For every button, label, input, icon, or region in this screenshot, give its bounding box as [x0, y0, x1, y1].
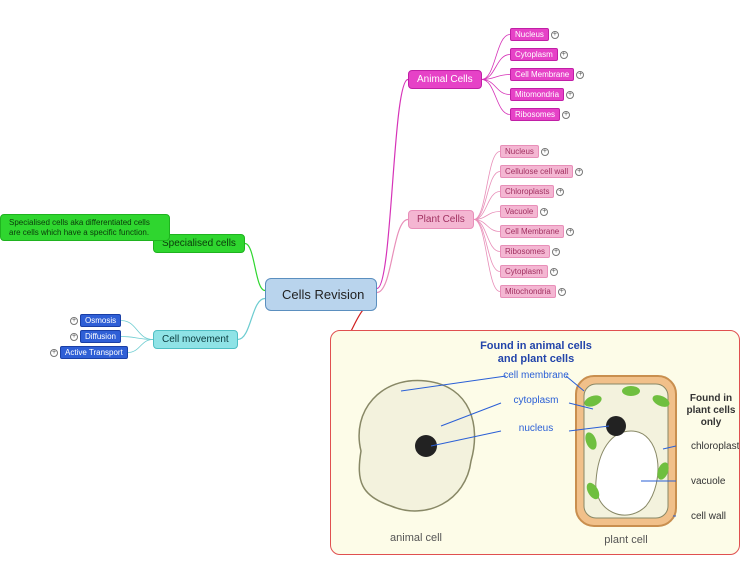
- leaf-node[interactable]: Cellulose cell wall+: [500, 165, 573, 178]
- leaf-node[interactable]: Cell Membrane+: [500, 225, 564, 238]
- biology-diagram: Found in animal cellsand plant cells cell…: [330, 330, 740, 555]
- svg-text:and plant cells: and plant cells: [498, 353, 574, 365]
- svg-text:Found in: Found in: [690, 393, 732, 404]
- svg-text:cell membrane: cell membrane: [503, 370, 569, 381]
- expand-icon[interactable]: +: [50, 349, 58, 357]
- leaf-node[interactable]: Vacuole+: [500, 205, 538, 218]
- svg-text:plant cell: plant cell: [604, 534, 647, 546]
- expand-icon[interactable]: +: [552, 248, 560, 256]
- leaf-node[interactable]: Ribosomes+: [510, 108, 560, 121]
- expand-icon[interactable]: +: [566, 228, 574, 236]
- svg-text:Found in animal cells: Found in animal cells: [480, 340, 592, 352]
- expand-icon[interactable]: +: [556, 188, 564, 196]
- leaf-node[interactable]: Cell Membrane+: [510, 68, 574, 81]
- leaf-node[interactable]: Osmosis+: [80, 314, 121, 327]
- leaf-node[interactable]: Nucleus+: [510, 28, 549, 41]
- svg-text:chloroplast: chloroplast: [691, 441, 740, 452]
- branch-animal-cells[interactable]: Animal Cells: [408, 70, 482, 89]
- expand-icon[interactable]: +: [560, 51, 568, 59]
- branch-cell-movement[interactable]: Cell movement: [153, 330, 238, 349]
- center-node[interactable]: Cells Revision: [265, 278, 377, 311]
- svg-text:cytoplasm: cytoplasm: [513, 395, 558, 406]
- leaf-node[interactable]: Nucleus+: [500, 145, 539, 158]
- leaf-node[interactable]: Active Transport+: [60, 346, 128, 359]
- leaf-node[interactable]: Ribosomes+: [500, 245, 550, 258]
- specialised-note: Specialised cells aka differentiated cel…: [0, 214, 170, 241]
- leaf-node[interactable]: Chloroplasts+: [500, 185, 554, 198]
- svg-text:vacuole: vacuole: [691, 476, 726, 487]
- svg-text:only: only: [701, 417, 722, 428]
- svg-text:plant cells: plant cells: [687, 405, 736, 416]
- expand-icon[interactable]: +: [541, 148, 549, 156]
- svg-text:animal cell: animal cell: [390, 532, 442, 544]
- svg-text:nucleus: nucleus: [519, 423, 553, 434]
- expand-icon[interactable]: +: [562, 111, 570, 119]
- branch-plant-cells[interactable]: Plant Cells: [408, 210, 474, 229]
- expand-icon[interactable]: +: [576, 71, 584, 79]
- leaf-node[interactable]: Diffusion+: [80, 330, 121, 343]
- leaf-node[interactable]: Cytoplasm+: [510, 48, 558, 61]
- biology-svg: Found in animal cellsand plant cells cell…: [331, 331, 740, 555]
- leaf-node[interactable]: Cytoplasm+: [500, 265, 548, 278]
- expand-icon[interactable]: +: [566, 91, 574, 99]
- expand-icon[interactable]: +: [551, 31, 559, 39]
- expand-icon[interactable]: +: [550, 268, 558, 276]
- expand-icon[interactable]: +: [575, 168, 583, 176]
- leaf-node[interactable]: Mitochondria+: [500, 285, 556, 298]
- expand-icon[interactable]: +: [540, 208, 548, 216]
- expand-icon[interactable]: +: [558, 288, 566, 296]
- expand-icon[interactable]: +: [70, 317, 78, 325]
- expand-icon[interactable]: +: [70, 333, 78, 341]
- svg-text:cell wall: cell wall: [691, 511, 726, 522]
- leaf-node[interactable]: Mitomondria+: [510, 88, 564, 101]
